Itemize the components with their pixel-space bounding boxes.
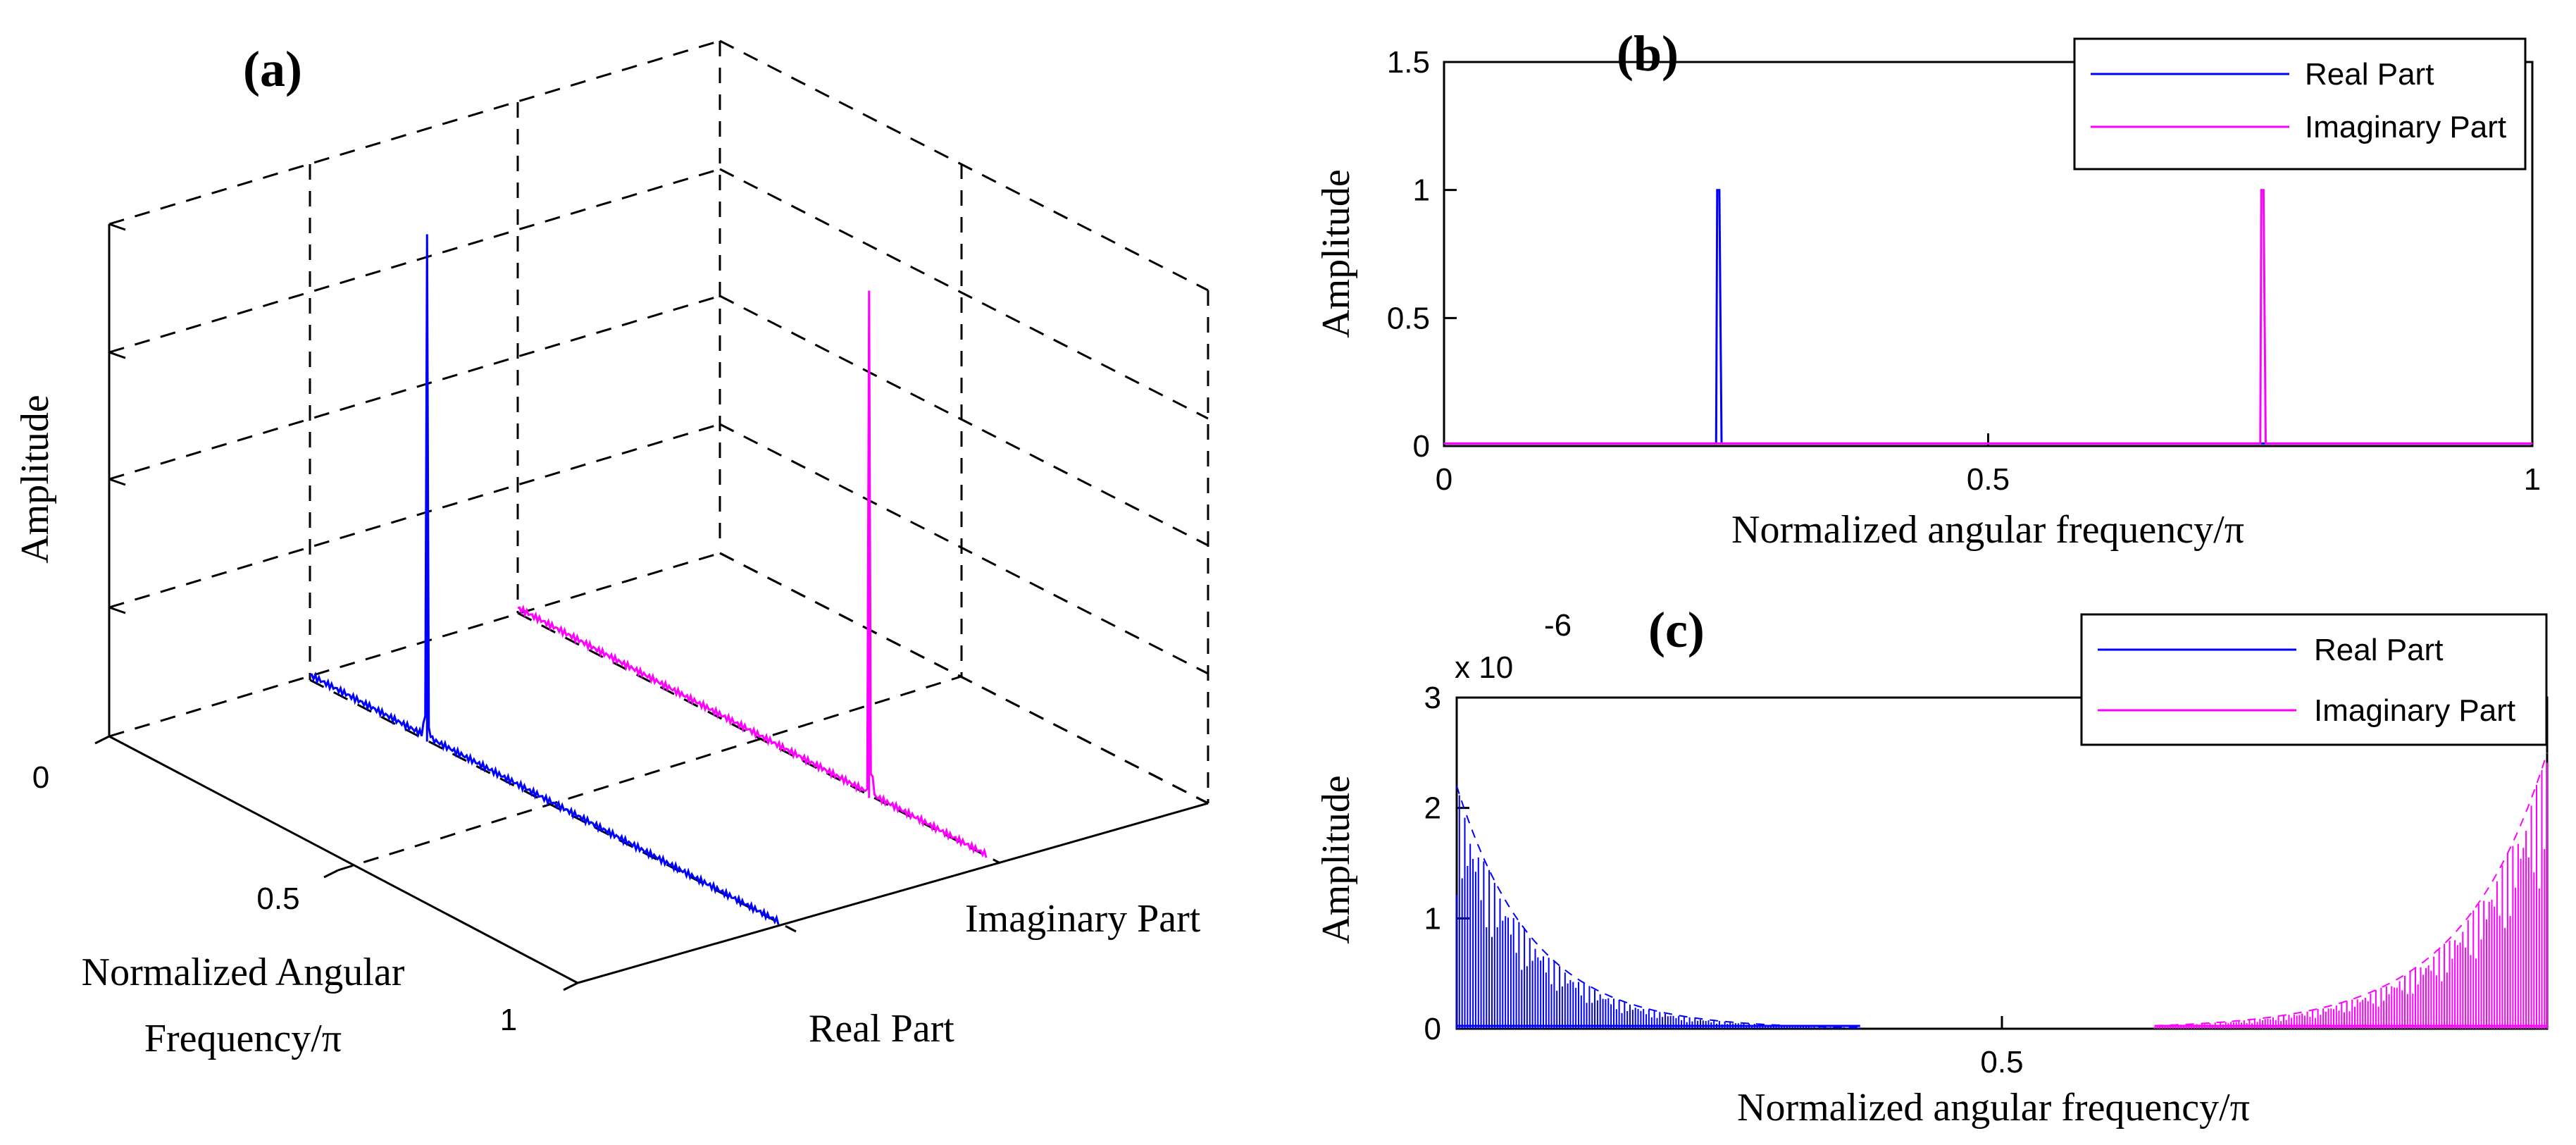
panel-a-3d-plot: (a) <box>13 39 1209 1060</box>
a-x-tick <box>94 735 110 745</box>
panel-c-label: (c) <box>1648 602 1705 658</box>
b-y-tick-label: 1 <box>1413 173 1430 208</box>
a-x-tick <box>323 869 339 879</box>
a-imaginary-part-trace <box>517 290 988 858</box>
a-real-axis-label: Real Part <box>809 1007 954 1051</box>
a-x-tick-label: 0.5 <box>256 881 299 916</box>
c-series-real-envelope <box>1456 785 1860 1029</box>
panel-a-label: (a) <box>243 41 302 97</box>
b-series <box>1444 189 2532 445</box>
b-xlabel: Normalized angular frequency/π <box>1731 508 2244 552</box>
c-y-tick-label: 2 <box>1424 791 1441 826</box>
a-y-axis <box>577 802 1209 984</box>
c-series <box>1456 752 2548 1029</box>
a-z-tick <box>108 478 126 486</box>
a-z-tick <box>108 606 126 614</box>
panel-a-axes <box>94 223 1209 991</box>
a-z-tick <box>108 351 126 359</box>
a-x-axis <box>108 735 578 984</box>
c-legend-real-label: Real Part <box>2314 633 2443 667</box>
b-ylabel: Amplitude <box>1314 169 1358 338</box>
a-xlabel-line1: Normalized Angular <box>82 951 405 994</box>
b-x-tick-label: 1 <box>2524 462 2541 497</box>
b-x-tick-label: 0.5 <box>1967 462 2010 497</box>
c-y-tick-label: 3 <box>1424 681 1441 715</box>
panel-b-line-plot: (b) 0 0.5 1 1.5 0 0.5 1 Amplitude Normalized a… <box>1314 25 2541 552</box>
b-series-real <box>1444 189 2532 445</box>
a-z-tick <box>108 223 126 231</box>
a-grid-line <box>719 168 1209 420</box>
c-legend-box <box>2080 613 2548 746</box>
c-series-real-bars <box>1456 795 1861 1029</box>
a-grid-line <box>719 295 1209 547</box>
c-x-tick-label: 0.5 <box>1980 1045 2023 1079</box>
c-plot-frame <box>1455 696 2549 1030</box>
a-zlabel: Amplitude <box>13 395 57 564</box>
c-legend: Real Part Imaginary Part <box>2080 613 2548 746</box>
a-grid-line <box>719 552 1209 805</box>
panel-a-traces <box>309 234 988 925</box>
b-y-tick-label: 0 <box>1413 429 1430 464</box>
a-grid-line <box>719 423 1209 675</box>
panel-a-grid <box>108 39 1209 933</box>
b-ticks: 0 0.5 1 1.5 0 0.5 1 <box>1387 45 2541 497</box>
a-grid-line <box>337 675 962 872</box>
panel-b-label: (b) <box>1617 25 1679 82</box>
c-legend-imag-label: Imaginary Part <box>2314 693 2515 728</box>
c-series-imaginary-bars <box>2153 762 2548 1029</box>
c-y-scale-label: x 10 <box>1455 650 1513 685</box>
a-real-part-trace <box>309 234 780 925</box>
a-imag-axis-label: Imaginary Part <box>965 897 1201 941</box>
b-legend: Real Part Imaginary Part <box>2073 37 2527 171</box>
c-y-scale-exponent: -6 <box>1544 608 1572 643</box>
a-grid-line <box>719 39 1209 292</box>
c-y-tick-label: 1 <box>1424 901 1441 936</box>
b-x-tick-label: 0 <box>1436 462 1452 497</box>
panel-c-line-plot: (c) x 10 -6 0 1 2 3 0.5 Amplitude Normalized… <box>1314 602 2549 1129</box>
c-ylabel: Amplitude <box>1314 775 1358 944</box>
a-grid-line <box>517 612 1001 865</box>
b-legend-imag-label: Imaginary Part <box>2305 110 2506 144</box>
a-xlabel-line2: Frequency/π <box>144 1017 342 1060</box>
b-series-imaginary <box>1444 189 2532 445</box>
b-y-tick-label: 0.5 <box>1387 301 1430 335</box>
b-legend-real-label: Real Part <box>2305 57 2434 92</box>
c-xlabel: Normalized angular frequency/π <box>1737 1086 2250 1129</box>
c-y-tick-label: 0 <box>1424 1012 1441 1046</box>
a-x-tick <box>563 982 578 991</box>
b-y-tick-label: 1.5 <box>1387 45 1430 80</box>
c-series-imaginary-envelope <box>2154 752 2548 1027</box>
a-x-tick-label: 0 <box>32 760 49 795</box>
b-legend-box <box>2073 37 2527 171</box>
a-x-tick-label: 1 <box>500 1003 517 1037</box>
